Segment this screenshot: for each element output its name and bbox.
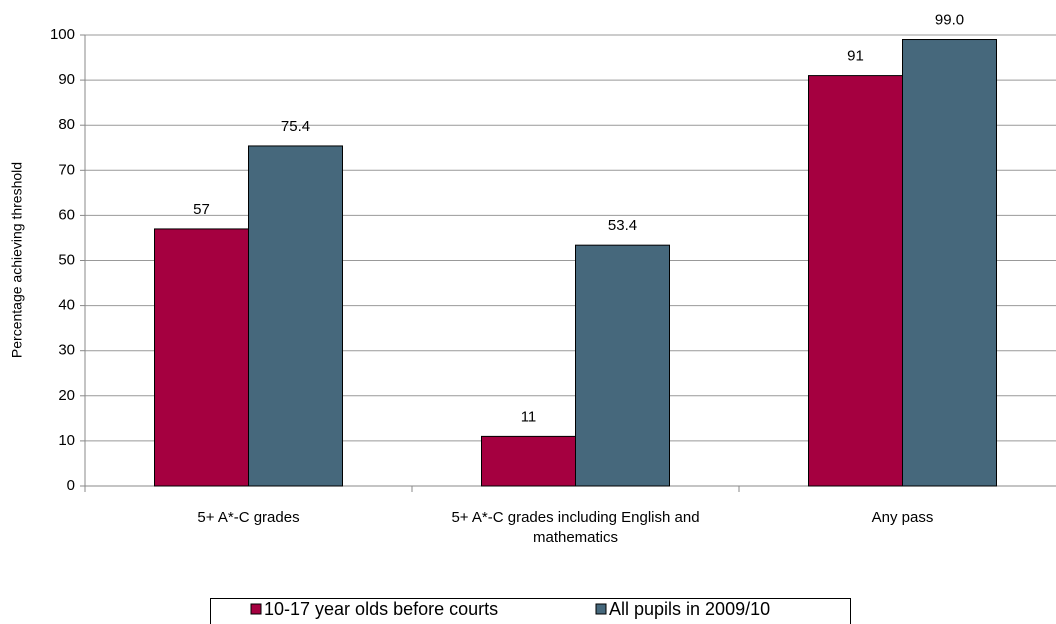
legend-label: 10-17 year olds before courts — [264, 599, 498, 619]
y-tick-label: 50 — [58, 251, 75, 268]
data-label: 75.4 — [281, 118, 310, 135]
bar — [154, 228, 249, 487]
y-tick-label: 90 — [58, 71, 75, 88]
y-tick-label: 40 — [58, 297, 75, 314]
bar — [575, 244, 670, 487]
legend-swatch — [595, 603, 607, 615]
x-tick-label: Any pass — [871, 509, 934, 526]
bar — [481, 435, 576, 487]
data-label: 53.4 — [608, 217, 637, 234]
x-tick-label: 5+ A*-C grades — [197, 509, 300, 526]
legend-swatch — [250, 603, 262, 615]
y-axis-label: Percentage achieving threshold — [9, 162, 25, 358]
y-tick-label: 20 — [58, 387, 75, 404]
data-label: 57 — [193, 201, 210, 218]
legend-label: All pupils in 2009/10 — [609, 599, 770, 619]
bar — [248, 145, 343, 487]
y-tick-label: 30 — [58, 342, 75, 359]
legend-box — [210, 598, 851, 624]
data-label: 11 — [521, 408, 537, 425]
data-label: 99.0 — [935, 11, 964, 28]
y-tick-label: 100 — [50, 26, 75, 43]
y-tick-label: 60 — [58, 206, 75, 223]
data-label: 91 — [847, 48, 864, 65]
bar — [902, 39, 997, 487]
y-tick-label: 10 — [58, 432, 75, 449]
y-tick-label: 70 — [58, 161, 75, 178]
x-tick-label: 5+ A*-C grades including English and mat… — [451, 509, 700, 546]
y-tick-label: 0 — [67, 477, 75, 494]
bar — [808, 75, 903, 487]
y-tick-label: 80 — [58, 116, 75, 133]
